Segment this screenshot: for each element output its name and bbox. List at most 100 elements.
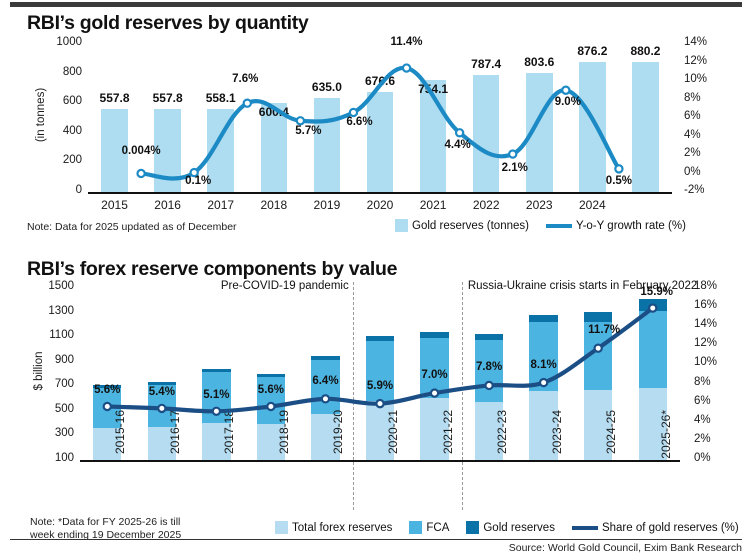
chart2-ytick-right: 10% — [694, 356, 718, 369]
chart1-bar — [472, 75, 500, 192]
chart2-bar-gold — [147, 382, 176, 386]
chart1-ytick-right: 0% — [684, 165, 701, 178]
chart2-bar-gold — [256, 373, 286, 378]
chart2-bar-total-forex — [202, 423, 231, 460]
chart1-growth-label: 2.1% — [501, 162, 528, 175]
chart1-bar-value-label: 557.8 — [152, 91, 183, 106]
chart2-bar-total-forex — [256, 424, 286, 460]
chart2-bar-gold — [529, 314, 558, 323]
chart2-bar-total-forex — [638, 387, 667, 460]
chart1-line-marker — [136, 168, 146, 179]
chart2-gold-share-label: 8.1% — [530, 358, 557, 371]
chart2-ytick-left: 100 — [54, 452, 74, 464]
chart1-ytick-right: 10% — [684, 73, 708, 85]
chart1-ytick-left: 1000 — [56, 36, 82, 48]
chart2-bar-total-forex — [529, 391, 558, 460]
chart2-bar-total-forex — [365, 401, 395, 460]
chart1-growth-label: 4.4% — [444, 138, 471, 151]
chart1-line-series — [136, 63, 624, 181]
chart2-gold-share-label: 5.9% — [366, 379, 394, 392]
color-swatch-icon — [395, 219, 408, 232]
chart2-gold-share-label: 7.8% — [475, 361, 503, 374]
chart2-ytick-right: 6% — [694, 394, 711, 407]
chart2-bar-gold — [474, 334, 504, 341]
chart1-line-marker — [348, 107, 359, 118]
chart1-line-marker — [401, 63, 412, 73]
chart2-note: Note: *Data for FY 2025-26 is till week … — [30, 516, 182, 542]
chart1-line-marker — [242, 98, 252, 108]
chart1-xtick: 2021 — [419, 198, 447, 212]
color-swatch-icon — [466, 521, 480, 534]
chart2-ytick-right: 0% — [694, 452, 711, 464]
chart2-divider-precovid — [352, 282, 354, 510]
chart2-legend-label: Total forex reserves — [292, 521, 393, 534]
chart2-ytick-right: 12% — [694, 337, 718, 350]
chart1-note: Note: Data for 2025 updated as of Decemb… — [27, 221, 237, 233]
chart1-bar-value-label: 803.6 — [524, 55, 555, 70]
chart2-gold-share-label: 5.1% — [203, 389, 230, 402]
chart2-ytick-right: 2% — [694, 432, 711, 445]
chart1-bar-value-label: 557.8 — [99, 91, 130, 106]
chart2-bar-total-forex — [474, 401, 504, 460]
chart1-xtick: 2023 — [525, 198, 553, 212]
chart1-bar-value-label: 558.1 — [205, 91, 236, 106]
chart1-legend-label: Gold reserves (tonnes) — [412, 219, 529, 232]
chart1-growth-label: 6.6% — [346, 116, 373, 129]
chart1-xtick: 2019 — [313, 198, 341, 212]
chart1-xtick: 2016 — [154, 198, 181, 212]
chart2-ytick-left: 900 — [54, 353, 74, 366]
chart1-line-marker — [189, 167, 199, 178]
top-rule — [10, 2, 742, 7]
chart2-bar-gold — [202, 369, 231, 373]
chart2-gold-share-label: 5.6% — [94, 384, 121, 397]
chart2-x-axis — [80, 460, 680, 462]
chart1-growth-label: 9.0% — [554, 96, 581, 109]
chart2-legend-item: FCA — [409, 521, 449, 534]
chart1-x-axis — [88, 192, 672, 194]
chart2-gold-share-label: 15.9% — [640, 286, 674, 299]
line-swatch-icon — [571, 525, 598, 530]
chart2-ytick-left: 700 — [54, 378, 74, 391]
chart2-gold-share-label: 5.6% — [257, 384, 285, 397]
chart1-ytick-right: 2% — [684, 147, 701, 159]
chart2-legend-label: Gold reserves — [483, 521, 555, 534]
chart1-legend-item: Gold reserves (tonnes) — [395, 219, 529, 232]
chart1-bar-value-label: 635.0 — [311, 80, 342, 95]
chart1-bar-value-label: 880.2 — [630, 43, 661, 58]
chart2-gold-share-label: 6.4% — [312, 374, 339, 387]
chart1-growth-label: 0.004% — [121, 145, 161, 158]
chart2-divider-ukraine — [461, 282, 463, 510]
chart1-ytick-right: 4% — [684, 128, 701, 141]
chart2-title: RBI’s forex reserve components by value — [27, 258, 398, 280]
chart2-gold-share-label: 7.0% — [421, 369, 448, 382]
chart1-title: RBI’s gold reserves by quantity — [27, 12, 309, 34]
chart2-line-marker — [429, 388, 440, 398]
chart2-bar-gold — [93, 385, 122, 388]
chart1-bar — [101, 109, 128, 192]
chart1-legend-item: Y-o-Y growth rate (%) — [545, 219, 686, 232]
chart1-line-marker — [561, 85, 571, 95]
chart2-gold-share-label: 11.7% — [588, 324, 621, 337]
chart1-line-marker — [614, 164, 624, 174]
chart2-legend: Total forex reserves FCA Gold reserves Shar… — [275, 521, 751, 534]
chart1-growth-label: 0.1% — [185, 174, 212, 187]
chart2-bar-fca — [474, 340, 504, 402]
line-swatch-icon — [545, 223, 572, 228]
chart2-bar-fca — [365, 340, 395, 402]
chart2-ytick-right: 8% — [694, 375, 711, 388]
chart1-line-marker — [508, 149, 518, 159]
chart1-growth-label: 11.4% — [390, 36, 423, 49]
chart2-ytick-right: 18% — [694, 280, 718, 292]
chart1-growth-label: 0.5% — [605, 174, 633, 187]
chart1-legend-label: Y-o-Y growth rate (%) — [575, 219, 686, 232]
source-text: Source: World Gold Council, Exim Bank Re… — [508, 542, 742, 554]
chart1-ytick-right: 12% — [684, 54, 708, 67]
chart2-legend-item: Gold reserves — [466, 521, 555, 534]
chart2-legend-item: Share of gold reserves (%) — [571, 522, 739, 534]
chart2-ytick-right: 16% — [694, 299, 718, 312]
chart1-xtick: 2020 — [366, 198, 394, 212]
chart2-bar-total-forex — [93, 428, 122, 460]
